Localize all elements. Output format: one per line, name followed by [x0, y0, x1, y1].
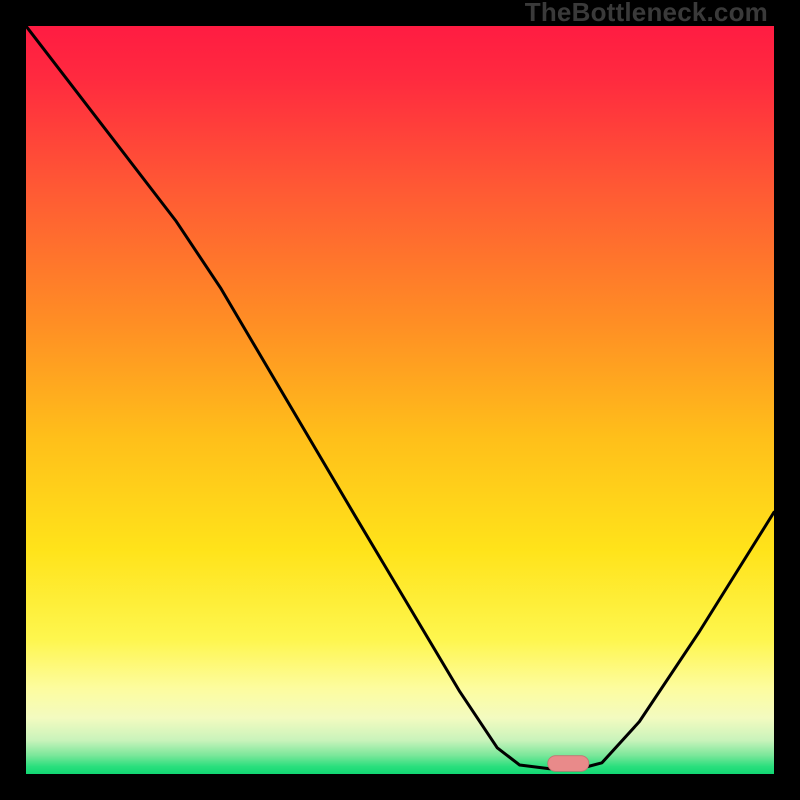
plot-svg [26, 26, 774, 774]
chart-frame: TheBottleneck.com [0, 0, 800, 800]
optimal-marker [548, 756, 589, 772]
plot-area [26, 26, 774, 774]
watermark-text: TheBottleneck.com [525, 0, 768, 28]
gradient-background [26, 26, 774, 774]
